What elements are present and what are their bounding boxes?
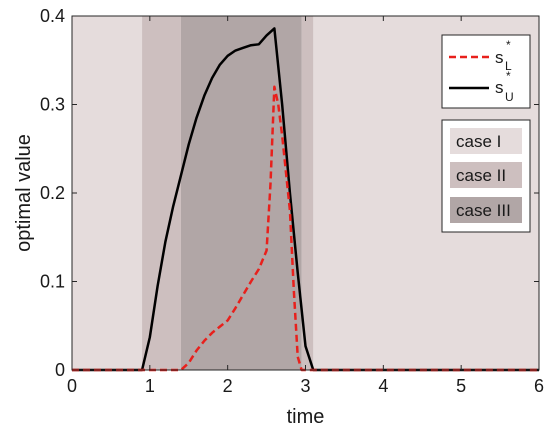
legend-label-sU-sup: * [506, 69, 511, 83]
legend-label-sL-sup: * [506, 38, 511, 52]
legend-lines-box [441, 34, 531, 109]
legend-label-case-I: case I [456, 132, 501, 151]
legend-label-sU-sub: U [505, 90, 514, 104]
region-case-3-1 [180, 16, 302, 370]
legend-swatch-case-II [450, 162, 522, 188]
legend-label-sU: s [495, 78, 504, 97]
legend-cases: case I case II case III [441, 119, 531, 233]
y-axis-label: optimal value [13, 134, 35, 252]
region-case-1-1 [72, 16, 143, 370]
legend-swatch-case-I [450, 128, 522, 154]
x-tick-label: 2 [223, 376, 233, 396]
legend-label-sL-sub: L [505, 59, 512, 73]
series-line-sL [72, 85, 539, 372]
legend-label-case-II: case II [456, 166, 506, 185]
x-tick-label: 4 [378, 376, 388, 396]
legend-label-sL: s [495, 48, 504, 67]
x-tick-label: 3 [300, 376, 310, 396]
legend-swatch-case-III [450, 197, 522, 223]
axis-ticks: 0 1 2 3 4 5 6 0 0.1 0.2 0.3 0.4 [40, 6, 544, 396]
x-tick-label: 1 [145, 376, 155, 396]
y-tick-label: 0.2 [40, 183, 65, 203]
x-axis-label: time [287, 406, 325, 428]
legend-lines: s L * s U * [441, 34, 531, 109]
y-tick-label: 0.4 [40, 6, 65, 26]
region-case-2-2 [301, 16, 314, 370]
series-lines [72, 27, 539, 372]
series-line-sU [72, 27, 539, 372]
y-tick-label: 0.1 [40, 272, 65, 292]
x-tick-label: 5 [456, 376, 466, 396]
x-tick-label: 0 [67, 376, 77, 396]
legend-label-case-III: case III [456, 201, 511, 220]
y-tick-label: 0 [55, 360, 65, 380]
y-tick-label: 0.3 [40, 95, 65, 115]
region-case-2-1 [142, 16, 181, 370]
x-tick-label: 6 [534, 376, 544, 396]
